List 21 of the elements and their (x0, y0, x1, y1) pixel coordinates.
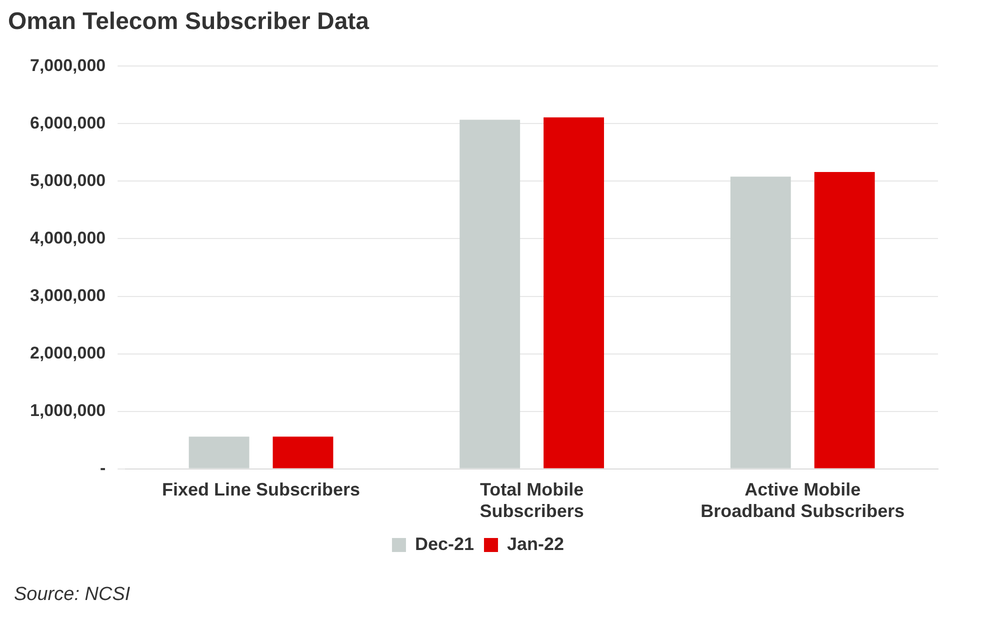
y-tick-label: - (100, 458, 106, 478)
bar (730, 176, 791, 468)
bar (544, 117, 604, 468)
bar (814, 172, 875, 468)
y-tick-label: 4,000,000 (30, 228, 106, 248)
bar (272, 436, 334, 468)
x-tick-label: Fixed Line Subscribers (162, 480, 360, 500)
y-tick-label: 5,000,000 (30, 170, 106, 190)
y-tick-label: 1,000,000 (30, 400, 106, 420)
bar (460, 120, 520, 468)
legend-label: Dec-21 (414, 534, 474, 554)
legend-label: Jan-22 (507, 534, 564, 554)
y-tick-label: 2,000,000 (30, 343, 106, 362)
y-tick-label: 6,000,000 (30, 113, 106, 132)
source-note: Source: NCSI (14, 584, 132, 606)
chart-title: Oman Telecom Subscriber Data (8, 8, 370, 36)
bar (188, 436, 250, 468)
y-tick-label: 7,000,000 (30, 56, 106, 75)
x-tick-label: Active Mobile Broadband Subscribers (700, 480, 905, 522)
y-tick-label: 3,000,000 (30, 286, 106, 305)
x-tick-label: Total Mobile Subscribers (480, 480, 584, 522)
